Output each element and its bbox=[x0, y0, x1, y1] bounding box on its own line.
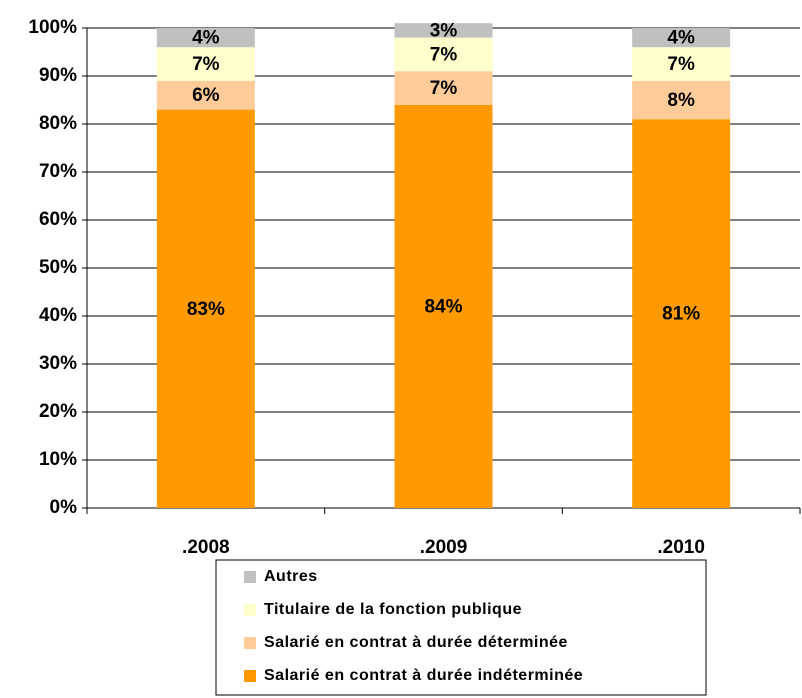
legend-swatch bbox=[244, 604, 256, 616]
data-label: 4% bbox=[192, 28, 220, 49]
data-label: 8% bbox=[667, 90, 695, 111]
bar-segment bbox=[156, 47, 255, 81]
data-label: 7% bbox=[430, 78, 458, 99]
y-tick-label: 20% bbox=[39, 401, 77, 422]
bar-segment bbox=[632, 119, 731, 508]
bar-segment bbox=[156, 80, 255, 110]
bar-segment bbox=[394, 23, 493, 38]
data-label: 81% bbox=[662, 304, 700, 325]
data-label: 3% bbox=[430, 20, 458, 41]
y-tick-label: 100% bbox=[28, 17, 77, 38]
y-tick-label: 70% bbox=[39, 161, 77, 182]
data-label: 7% bbox=[667, 54, 695, 75]
y-tick-label: 30% bbox=[39, 353, 77, 374]
data-label: 83% bbox=[187, 299, 225, 320]
y-tick-label: 60% bbox=[39, 209, 77, 230]
x-tick-label: .2009 bbox=[420, 537, 468, 558]
legend-label: Salarié en contrat à durée indéterminée bbox=[264, 667, 583, 684]
bar-segment bbox=[632, 80, 731, 120]
x-tick-label: .2008 bbox=[182, 537, 230, 558]
bar-segment bbox=[632, 47, 731, 81]
legend-box bbox=[215, 559, 707, 696]
data-label: 7% bbox=[192, 54, 220, 75]
data-label: 6% bbox=[192, 85, 220, 106]
y-tick-label: 40% bbox=[39, 305, 77, 326]
bar-segment bbox=[394, 71, 493, 105]
y-tick-label: 10% bbox=[39, 449, 77, 470]
data-label: 4% bbox=[667, 28, 695, 49]
legend-label: Autres bbox=[264, 568, 318, 585]
bar-segment bbox=[394, 37, 493, 72]
y-tick-label: 80% bbox=[39, 113, 77, 134]
y-tick-label: 50% bbox=[39, 257, 77, 278]
legend-label: Salarié en contrat à durée déterminée bbox=[264, 634, 568, 651]
legend-swatch bbox=[244, 637, 256, 649]
data-label: 7% bbox=[430, 44, 458, 65]
legend-swatch bbox=[244, 670, 256, 682]
bar-segment bbox=[156, 109, 255, 508]
bar-segment bbox=[394, 104, 493, 509]
y-tick-label: 90% bbox=[39, 65, 77, 86]
y-tick-label: 0% bbox=[50, 497, 78, 518]
bar-segment bbox=[632, 28, 731, 48]
legend-label: Titulaire de la fonction publique bbox=[264, 601, 522, 618]
x-tick-label: .2010 bbox=[657, 537, 705, 558]
bar-segment bbox=[156, 28, 255, 48]
legend-swatch bbox=[244, 571, 256, 583]
data-label: 84% bbox=[424, 296, 462, 317]
